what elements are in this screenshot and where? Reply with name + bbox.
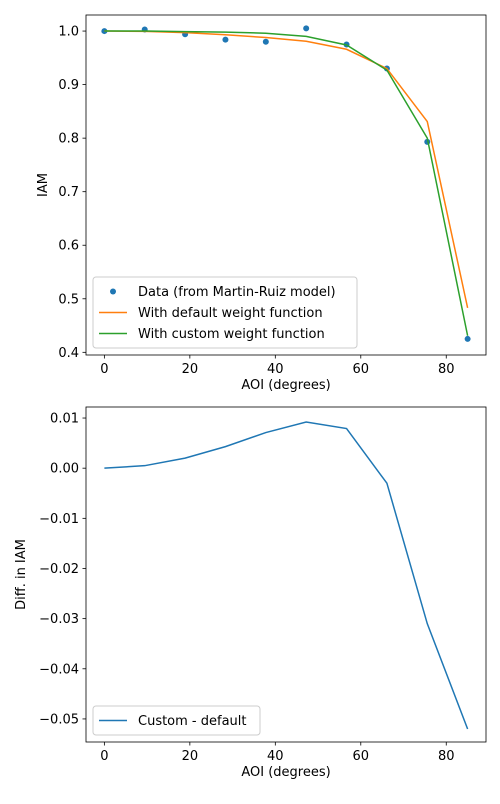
y-tick-label: 0.8 <box>58 132 79 147</box>
x-tick-label: 0 <box>100 749 108 764</box>
legend-label: With custom weight function <box>138 327 325 342</box>
y-tick-label: 0.4 <box>58 346 79 361</box>
x-tick-label: 60 <box>353 362 370 377</box>
data-point <box>262 38 269 45</box>
y-tick-label: −0.02 <box>39 562 79 577</box>
y-tick-label: 0.00 <box>50 462 79 477</box>
x-tick-label: 40 <box>267 362 284 377</box>
x-tick-label: 0 <box>100 362 108 377</box>
x-tick-label: 40 <box>267 749 284 764</box>
x-tick-label: 20 <box>182 749 199 764</box>
y-tick-label: 0.7 <box>58 185 79 200</box>
legend-label: With default weight function <box>138 306 323 321</box>
data-point <box>464 335 471 342</box>
y-tick-label: 0.5 <box>58 292 79 307</box>
legend-marker <box>110 288 116 295</box>
x-axis-label: AOI (degrees) <box>241 765 330 780</box>
legend-label: Custom - default <box>138 714 247 729</box>
y-tick-label: 0.01 <box>50 412 79 427</box>
series-line <box>104 421 469 730</box>
y-axis-label: Diff. in IAM <box>14 539 29 610</box>
y-tick-label: 0.9 <box>58 78 79 93</box>
x-tick-label: 60 <box>353 749 370 764</box>
data-point <box>222 36 229 43</box>
y-tick-label: 0.6 <box>58 239 79 254</box>
legend: Custom - default <box>92 705 261 736</box>
chart-panel-1: 0 20 40 60 80 0.4 0.5 0.6 0.7 0.8 0.9 1.0 AOI (degre… <box>36 14 487 393</box>
x-tick-label: 80 <box>438 362 455 377</box>
y-tick-label: −0.03 <box>39 612 79 627</box>
y-tick-label: −0.05 <box>39 712 79 727</box>
plot-frame <box>85 14 487 356</box>
legend: Data (from Martin-Ruiz model) With defaul… <box>92 276 358 349</box>
data-point <box>303 25 310 32</box>
y-tick-label: −0.01 <box>39 512 79 527</box>
chart-panel-2: 0 20 40 60 80 0.01 0.00 −0.01 −0.02 −0.03 −0.04 −0.… <box>14 406 487 780</box>
series-line <box>104 30 469 336</box>
y-tick-label: −0.04 <box>39 662 79 677</box>
series-line <box>104 30 469 309</box>
plot-frame <box>85 406 487 743</box>
y-axis-label: IAM <box>36 173 51 197</box>
x-axis-label: AOI (degrees) <box>241 378 330 393</box>
legend-label: Data (from Martin-Ruiz model) <box>138 285 336 300</box>
legend-box <box>92 705 261 736</box>
x-tick-label: 80 <box>438 749 455 764</box>
y-tick-label: 1.0 <box>58 25 79 40</box>
legend-box <box>92 276 358 349</box>
data-point <box>101 28 108 35</box>
x-tick-label: 20 <box>182 362 199 377</box>
